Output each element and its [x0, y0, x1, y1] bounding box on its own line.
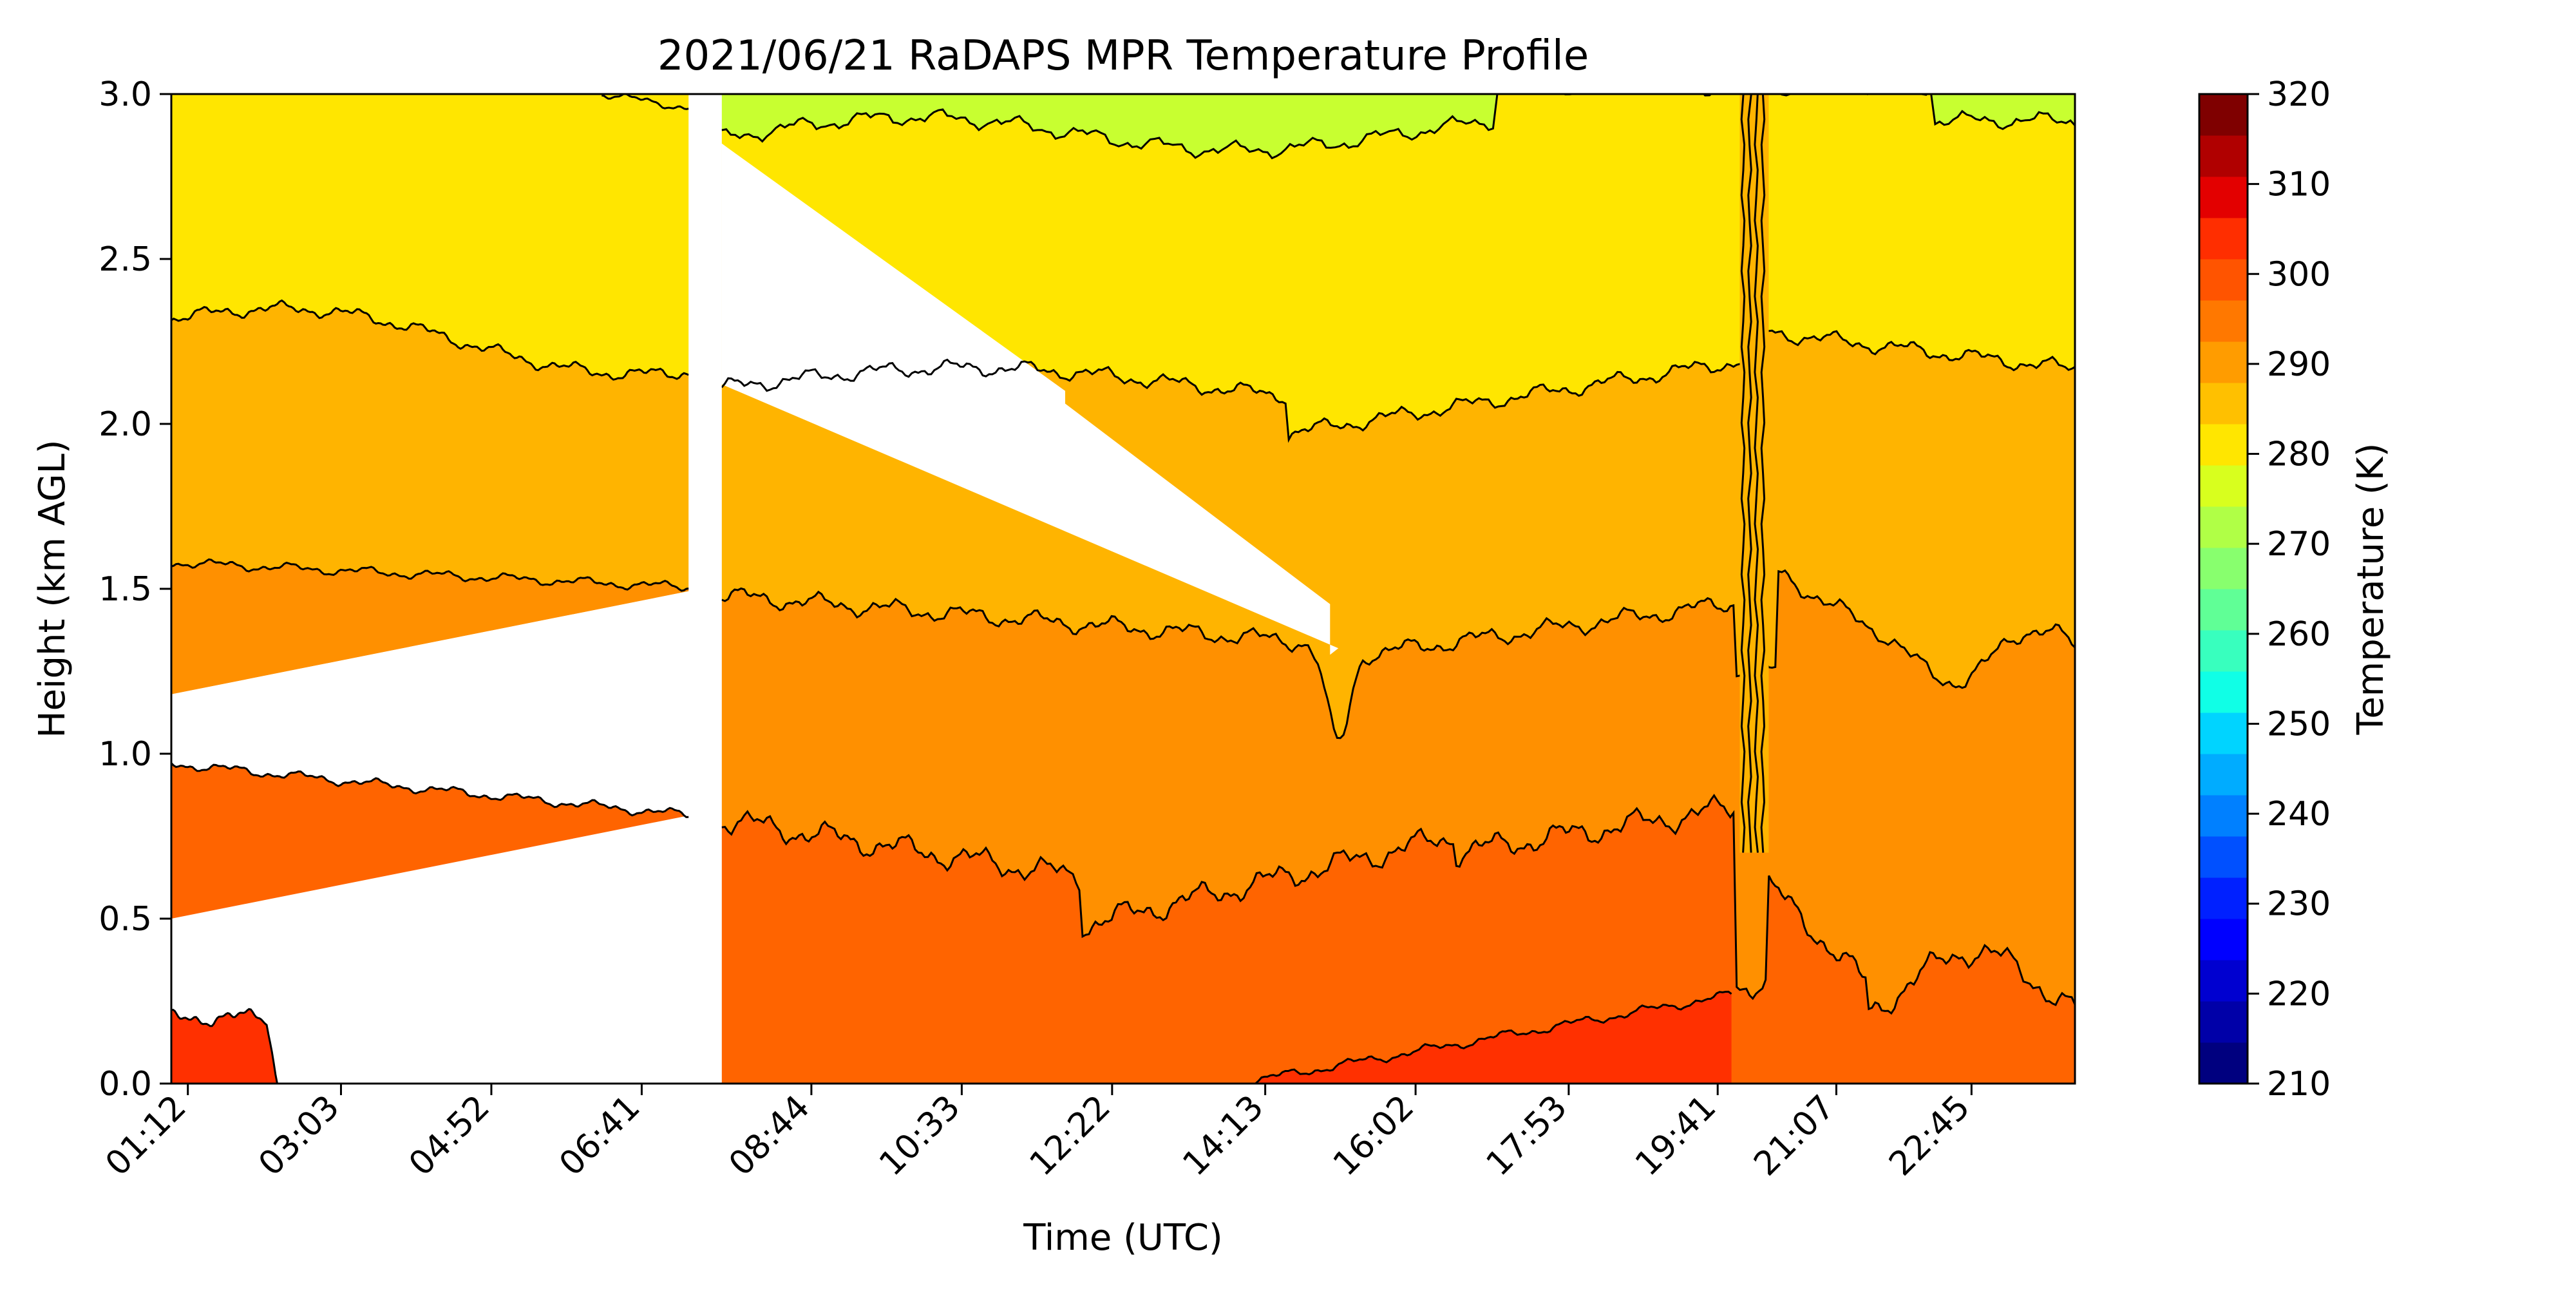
- fill-295-300-early: [171, 763, 689, 919]
- colorbar-border: [2198, 93, 2249, 1085]
- x-tick-label: 19:41: [1628, 1088, 1723, 1183]
- colorbar-tick-label: 260: [2267, 615, 2331, 654]
- colorbar-tick-label: 320: [2267, 75, 2331, 114]
- fill-290-295-early: [171, 559, 689, 694]
- colorbar-segment: [2199, 300, 2248, 342]
- contour-295-early: [171, 762, 689, 818]
- gap-vertical-region: [688, 94, 722, 1084]
- x-tick-label: 04:52: [402, 1088, 497, 1183]
- colorbar-tick-label: 240: [2267, 795, 2331, 834]
- contour-290-early: [171, 558, 689, 592]
- colorbar-segment: [2199, 712, 2248, 754]
- colorbar-segment: [2199, 1001, 2248, 1043]
- colorbar-segment: [2199, 960, 2248, 1002]
- x-tick-label: 17:53: [1479, 1088, 1575, 1183]
- contour-290-main: [721, 569, 2075, 740]
- x-tick-label: 12:22: [1023, 1088, 1118, 1183]
- colorbar-segment: [2199, 1042, 2248, 1084]
- colorbar-ticks: 210 220 230 240 250 260 270 280 290 300 310 320: [2248, 75, 2331, 1104]
- x-tick-label: 08:44: [722, 1088, 817, 1183]
- x-tick-label: 10:33: [872, 1088, 967, 1183]
- x-tick-label: 21:07: [1747, 1088, 1842, 1183]
- y-tick-label: 2.0: [99, 405, 152, 444]
- chart-title: 2021/06/21 RaDAPS MPR Temperature Profil…: [658, 32, 1589, 80]
- plot-area: [171, 94, 2075, 1084]
- colorbar-segment: [2199, 630, 2248, 672]
- fill-disturbance: [1739, 94, 1769, 853]
- y-tick-label: 1.0: [99, 735, 152, 774]
- colorbar-segment: [2199, 177, 2248, 218]
- fill-295-300-main: [721, 795, 2075, 1084]
- x-tick-label: 14:13: [1175, 1088, 1271, 1183]
- fill-275-280-main: [721, 94, 2075, 158]
- gap-diagonal-upper: [721, 143, 1065, 408]
- gap-middle-region: [171, 591, 689, 818]
- colorbar-tick-label: 220: [2267, 975, 2331, 1013]
- colorbar-segment: [2199, 754, 2248, 796]
- contour-285-main: [721, 325, 2075, 443]
- colorbar-segment: [2199, 465, 2248, 507]
- contour-285-early: [171, 299, 689, 381]
- colorbar-segment: [2199, 795, 2248, 837]
- x-tick-label: 03:03: [251, 1088, 346, 1183]
- colorbar-tick-label: 280: [2267, 435, 2331, 474]
- colorbar-tick-label: 250: [2267, 705, 2331, 743]
- fill-300-305-early: [171, 1009, 278, 1084]
- contour-300-early: [171, 1008, 278, 1084]
- contour-disturbance-0: [1740, 94, 1746, 853]
- y-tick-label: 2.5: [99, 240, 152, 279]
- y-tick-label: 0.0: [99, 1065, 152, 1104]
- colorbar-segment: [2199, 506, 2248, 548]
- contour-300-main: [1255, 990, 1732, 1084]
- fill-280-285-main: [721, 94, 2075, 440]
- x-tick-label: 22:45: [1882, 1088, 1977, 1183]
- contour-disturbance-1: [1747, 94, 1752, 853]
- colorbar-segment: [2199, 424, 2248, 466]
- colorbar-segment: [2199, 383, 2248, 425]
- colorbar-segment: [2199, 94, 2248, 136]
- fill-285-290-early: [171, 300, 689, 591]
- colorbar-segment: [2199, 341, 2248, 383]
- colorbar-segment: [2199, 919, 2248, 961]
- contour-280-main: [721, 94, 2075, 160]
- fill-280-285-early: [171, 94, 689, 380]
- colorbar: [2198, 93, 2249, 1085]
- y-axis-label: Height (km AGL): [32, 439, 73, 738]
- colorbar-tick-label: 300: [2267, 255, 2331, 294]
- colorbar-segment: [2199, 836, 2248, 878]
- colorbar-segment: [2199, 135, 2248, 177]
- colorbar-tick-label: 270: [2267, 525, 2331, 564]
- x-tick-label: 06:41: [552, 1088, 647, 1183]
- colorbar-tick-label: 290: [2267, 345, 2331, 384]
- x-axis-ticks: 01:12 03:03 04:52 06:41 08:44 10:33 12:22 14:13…: [99, 1084, 1978, 1183]
- y-tick-label: 1.5: [99, 570, 152, 609]
- colorbar-segment: [2199, 218, 2248, 260]
- contour-disturbance-2: [1754, 94, 1759, 853]
- contour-disturbance-3: [1760, 94, 1766, 853]
- y-tick-label: 0.5: [99, 900, 152, 939]
- y-axis-ticks: 0.0 0.5 1.0 1.5 2.0 2.5 3.0: [99, 75, 171, 1104]
- colorbar-segment: [2199, 259, 2248, 301]
- colorbar-tick-label: 310: [2267, 166, 2331, 204]
- x-axis-label: Time (UTC): [1023, 1217, 1223, 1259]
- colorbar-tick-label: 210: [2267, 1065, 2331, 1104]
- contour-280-early: [601, 94, 689, 110]
- colorbar-label: Temperature (K): [2350, 443, 2392, 736]
- colorbar-segment: [2199, 548, 2248, 589]
- colorbar-segment: [2199, 671, 2248, 713]
- gap-lower-region: [171, 816, 689, 1084]
- y-tick-label: 3.0: [99, 75, 152, 114]
- colorbar-segment: [2199, 877, 2248, 919]
- fill-290-295-main: [721, 570, 2075, 1013]
- x-tick-label: 16:02: [1326, 1088, 1421, 1183]
- colorbar-tick-label: 230: [2267, 885, 2331, 924]
- contour-295-main: [721, 794, 2075, 1015]
- colorbar-segment: [2199, 589, 2248, 631]
